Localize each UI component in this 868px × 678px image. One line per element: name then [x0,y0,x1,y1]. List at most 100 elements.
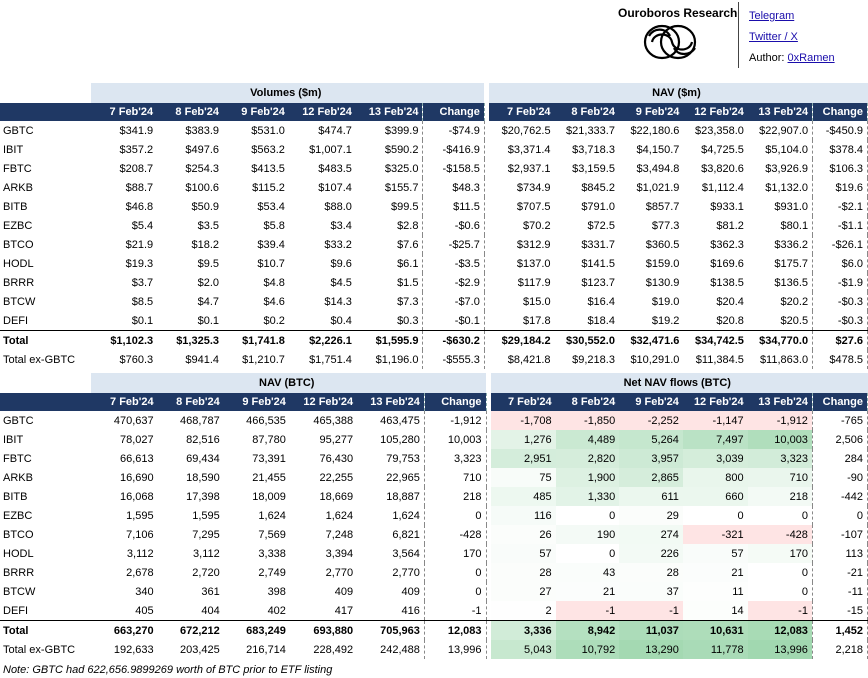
column-header-row: 7 Feb'24 8 Feb'24 9 Feb'24 12 Feb'24 13 Feb'… [0,393,868,411]
value-cell: $117.9 [517,276,551,289]
value-cell: -1 [619,601,683,621]
gap-cell [486,563,492,582]
date-header: 13 Feb'24 [747,103,813,121]
value-cell: 663,270 [91,620,158,640]
change-cell: 0 [423,563,487,582]
value-cell: $14.3 [324,295,352,308]
row-label: EZBC [3,219,33,232]
twitter-link[interactable]: Twitter / X [749,31,798,43]
value-cell: $130.9 [645,276,680,289]
value-cell: $312.9 [516,238,551,251]
gap-cell [486,449,492,468]
table-row: BRRR 2,678 2,720 2,749 2,770 2,770 0 28 43 28 21 0-… [0,563,868,582]
table-row: Total 663,270 672,212 683,249 693,880 705,963… [0,620,868,640]
value-cell: $88.7 [125,181,154,194]
bottom-table: NAV (BTC) Net NAV flows (BTC) 7 Feb'24 8 Fe… [0,373,868,659]
table-row: Total $1,102.3 $1,325.3 $1,741.8 $2,226.1 $1,… [0,330,868,350]
change-cell: 10,003 [423,430,487,449]
value-cell: $19.2 [651,314,680,327]
column-header-row: 7 Feb'24 8 Feb'24 9 Feb'24 12 Feb'24 13 Feb'… [0,103,868,121]
value-cell: $0.4 [330,314,352,327]
gap-cell [484,121,490,140]
change-cell: -$74.9 [422,121,485,140]
value-cell: $2,937.1 [507,162,551,175]
telegram-link[interactable]: Telegram [749,10,795,22]
value-cell: $931.0 [774,200,809,213]
section-title-row: NAV (BTC) Net NAV flows (BTC) [0,373,868,393]
change-cell: -$0.6 [422,216,485,235]
ouroboros-logo-icon [640,22,702,65]
value-cell: 28 [619,563,683,582]
value-cell: $100.6 [185,181,220,194]
value-cell: 170 [747,544,813,563]
value-cell: $2,226.1 [288,330,356,350]
value-cell: $1,112.4 [701,181,744,194]
change-cell: $11.5 [422,197,485,216]
gap-cell [486,506,492,525]
change-cell: $19.6 [812,178,868,197]
value-cell: $254.3 [185,162,220,175]
value-cell: 1,330 [555,487,620,506]
change-cell: 12,083 [423,620,487,640]
value-cell: $3,820.6 [701,162,744,175]
value-cell: 16,690 [119,471,154,484]
date-header: 8 Feb'24 [157,393,224,411]
value-cell: 13,996 [747,640,813,659]
value-cell: 105,280 [380,433,420,446]
table-row: HODL 3,112 3,112 3,338 3,394 3,564 170 57 0 226 57… [0,544,868,563]
change-cell: 710 [423,468,487,487]
row-label: BTCO [3,238,34,251]
value-cell: $4.6 [263,295,285,308]
value-cell: -1 [747,601,813,621]
change-cell: -$2.9 [422,273,485,292]
value-cell: 2,678 [126,566,154,579]
value-cell: $123.7 [581,276,615,289]
value-cell: $5.4 [131,219,154,232]
value-cell: 405 [135,604,154,617]
value-cell: 22,255 [319,471,354,484]
date-header: 7 Feb'24 [491,393,556,411]
value-cell: $4.5 [330,276,352,289]
value-cell: 228,492 [313,643,354,656]
value-cell: $46.8 [125,200,154,213]
value-cell: 203,425 [180,643,220,656]
value-cell: $0.3 [397,314,419,327]
value-cell: $845.2 [581,181,615,194]
value-cell: 1,276 [491,430,556,449]
value-cell: $159.0 [645,257,680,270]
row-label: BRRR [3,566,35,579]
value-cell: 2,865 [619,468,683,487]
change-cell: -15 [811,601,868,621]
value-cell: -321 [682,525,748,544]
value-cell: 0 [801,566,808,579]
value-cell: 3,564 [392,547,420,560]
row-label: BITB [3,490,28,503]
change-cell: -107 [811,525,868,544]
date-header: 7 Feb'24 [489,103,555,121]
value-cell: $0.2 [263,314,285,327]
date-header: 9 Feb'24 [619,393,683,411]
value-cell: 87,780 [252,433,286,446]
row-label: BTCW [3,585,36,598]
value-cell: $8,421.8 [507,353,551,366]
value-cell: $10.7 [257,257,285,270]
value-cell: 1,900 [555,468,620,487]
date-header: 8 Feb'24 [554,103,619,121]
value-cell: $362.3 [710,238,744,251]
value-cell: $3,159.5 [572,162,615,175]
value-cell: $2.0 [197,276,220,289]
author-link[interactable]: 0xRamen [787,52,835,64]
row-label: BRRR [3,276,35,289]
value-cell: 14 [731,604,744,617]
value-cell: $22,907.0 [759,124,809,137]
value-cell: 3,394 [325,547,354,560]
value-cell: $53.4 [257,200,285,213]
value-cell: 216,714 [246,643,286,656]
change-cell: 170 [423,544,487,563]
change-cell: $106.3 [812,159,868,178]
value-cell: 43 [556,563,620,582]
value-cell: 6,821 [392,528,420,541]
value-cell: 2 [545,604,552,617]
value-cell: 1,624 [258,509,286,522]
value-cell: $50.9 [191,200,220,213]
